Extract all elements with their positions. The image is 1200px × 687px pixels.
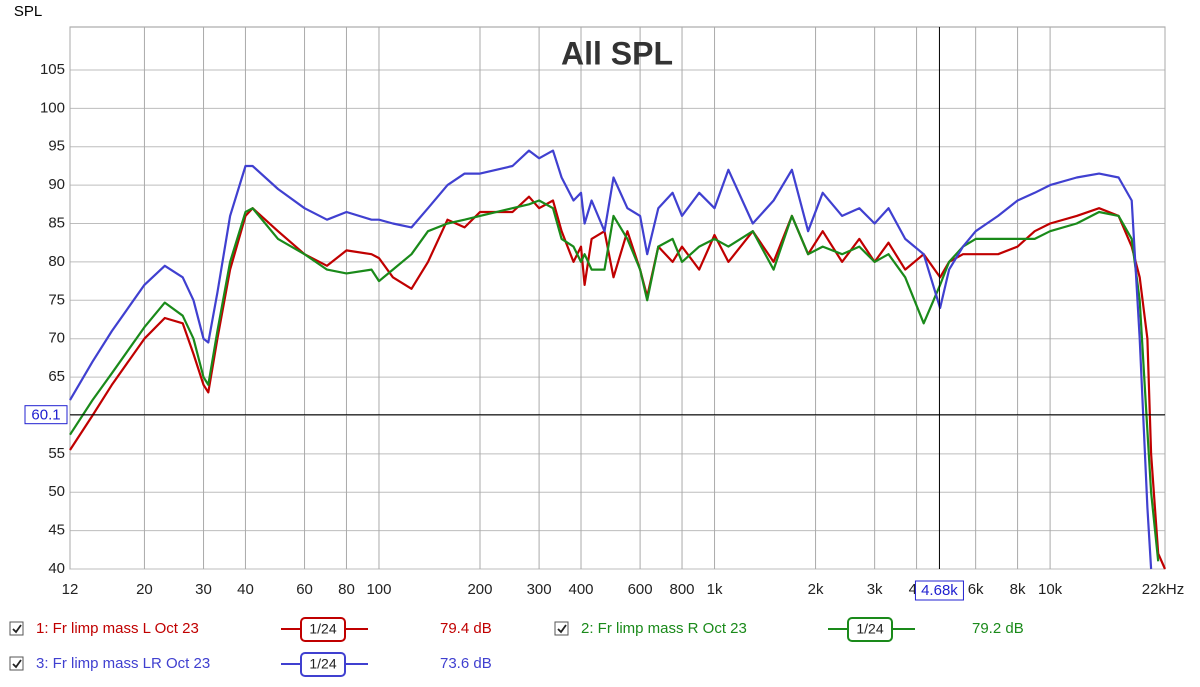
x-tick-label: 20 <box>136 581 153 598</box>
y-tick-label: 45 <box>48 522 65 539</box>
x-tick-label: 3k <box>867 581 883 598</box>
legend-item: 3: Fr limp mass LR Oct 23 1/24 73.6 dB <box>9 652 492 677</box>
cursor-x-label: 4.68k <box>921 582 958 599</box>
y-tick-label: 80 <box>48 253 65 270</box>
cursor-y-box <box>24 405 68 425</box>
x-tick-label: 1k <box>707 581 723 598</box>
legend-item: 1: Fr limp mass L Oct 23 1/24 79.4 dB <box>9 617 492 642</box>
lines <box>69 149 1167 570</box>
y-axis-label: SPL <box>14 3 42 20</box>
legend-level: 79.2 dB <box>972 620 1024 637</box>
smoothing-box[interactable] <box>847 617 893 642</box>
x-tick-label: 10k <box>1038 581 1063 598</box>
series-line <box>69 149 1153 570</box>
y-tick-label: 85 <box>48 215 65 232</box>
legend-name: 3: Fr limp mass LR Oct 23 <box>36 655 210 672</box>
y-tick-label: 100 <box>40 99 65 116</box>
x-tick-label: 40 <box>237 581 254 598</box>
legend-name: 1: Fr limp mass L Oct 23 <box>36 620 199 637</box>
x-tick-label: 400 <box>568 581 593 598</box>
legend-item: 2: Fr limp mass R Oct 23 1/24 79.2 dB <box>554 617 1024 642</box>
smoothing-label: 1/24 <box>309 656 336 672</box>
checkbox-check <box>557 624 567 634</box>
x-tick-label: 600 <box>628 581 653 598</box>
x-tick-label: 100 <box>366 581 391 598</box>
x-tick-label: 22kHz <box>1142 581 1185 598</box>
smoothing-box[interactable] <box>300 617 346 642</box>
smoothing-label: 1/24 <box>856 621 883 637</box>
cursor-y-label: 60.1 <box>31 407 60 424</box>
legend-checkbox[interactable] <box>9 621 24 636</box>
x-tick-label: 80 <box>338 581 355 598</box>
series-line <box>69 199 1160 562</box>
smoothing-label: 1/24 <box>309 621 336 637</box>
x-tick-label: 30 <box>195 581 212 598</box>
legend-level: 73.6 dB <box>440 655 492 672</box>
x-tick-label: 800 <box>670 581 695 598</box>
y-tick-label: 65 <box>48 368 65 385</box>
plot-area <box>69 26 1166 570</box>
x-tick-label: 2k <box>808 581 824 598</box>
y-tick-label: 55 <box>48 445 65 462</box>
x-tick-label: 6k <box>968 581 984 598</box>
x-tick-label: 300 <box>527 581 552 598</box>
checkbox-check <box>12 624 22 634</box>
checkbox-check <box>12 659 22 669</box>
y-tick-label: 40 <box>48 560 65 577</box>
smoothing-box[interactable] <box>300 652 346 677</box>
y-tick-label: 90 <box>48 176 65 193</box>
x-tick-label: 200 <box>467 581 492 598</box>
y-tick-label: 95 <box>48 138 65 155</box>
legend-checkbox[interactable] <box>554 621 569 636</box>
y-tick-label: 70 <box>48 330 65 347</box>
y-tick-label: 75 <box>48 291 65 308</box>
y-tick-label: 105 <box>40 61 65 78</box>
chart-title: All SPL <box>561 35 673 71</box>
legend-name: 2: Fr limp mass R Oct 23 <box>581 620 747 637</box>
legend-checkbox[interactable] <box>9 656 24 671</box>
legend-level: 79.4 dB <box>440 620 492 637</box>
x-tick-label: 12 <box>62 581 79 598</box>
x-tick-label: 60 <box>296 581 313 598</box>
cursor-x-box <box>914 580 964 601</box>
y-tick-label: 50 <box>48 483 65 500</box>
x-tick-label: 8k <box>1010 581 1026 598</box>
